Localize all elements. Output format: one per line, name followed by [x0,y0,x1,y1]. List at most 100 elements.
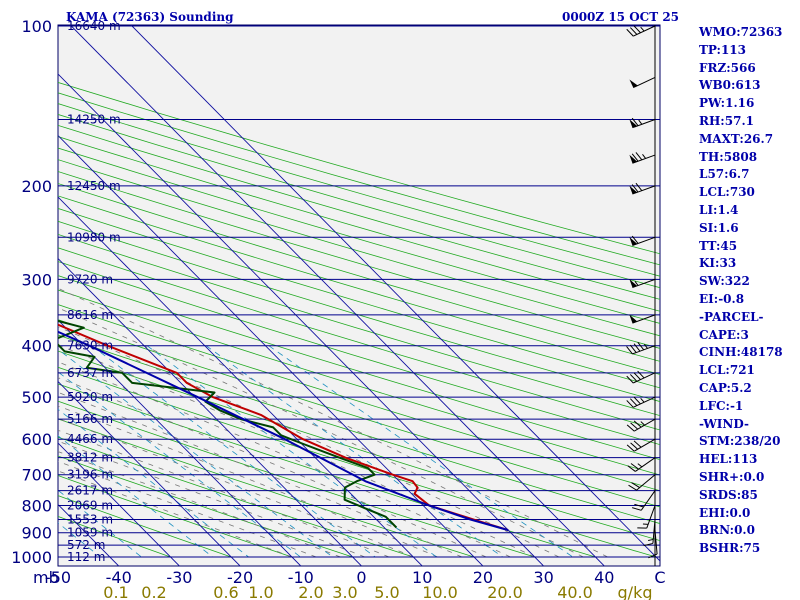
height-label: 6737 m [67,366,113,380]
isotherm [58,380,241,566]
pressure-unit-label: mb [33,568,59,587]
moist-adiabat [58,429,390,558]
height-label: 112 m [67,550,105,564]
mixing-ratio-label: 0.2 [141,583,166,600]
height-label: 3812 m [67,451,113,465]
height-label: 5166 m [67,412,113,426]
isotherm [58,442,180,566]
height-label: 8616 m [67,308,113,322]
wind-barb [648,530,658,559]
moist-adiabat [58,287,608,558]
index-brn: BRN:0.0 [699,523,755,538]
index-ki: KI:33 [699,256,737,271]
wind-barb [631,490,656,511]
isotherm [130,25,660,562]
isotherm [58,73,544,566]
index-wb0: WB0:613 [699,78,761,93]
wind-barb [626,396,656,408]
mixing-ratio-label: 1.0 [248,583,273,600]
index-hel: HEL:113 [699,452,758,467]
wind-barb [627,457,656,472]
wind-barb [629,314,656,324]
index-ehi: EHI:0.0 [699,505,751,520]
height-label: 1059 m [67,526,113,540]
pressure-tick-label: 200 [21,177,52,196]
indices-panel: WMO:72363 TP:113 FRZ:566 WB0:613 PW:1.16 RH:5… [699,24,783,558]
height-label: 10980 m [67,230,121,244]
wind-barb [626,25,656,37]
index-lfc: LFC:-1 [699,398,744,413]
isotherm [58,319,302,566]
wind-barb [637,505,656,529]
temperature-tick-label: -40 [106,568,132,587]
index-wmo: WMO:72363 [699,25,783,39]
plot-area [57,24,661,567]
index-tp: TP:113 [699,42,747,57]
temperature-tick-label: -30 [166,568,192,587]
height-label: 5920 m [67,390,113,404]
wind-barb [629,152,656,164]
mixing-ratio-label: 10.0 [422,583,458,600]
mixing-ratio-label: 0.1 [103,583,128,600]
chart-time: 0000Z 15 OCT 25 [562,10,679,24]
pressure-tick-label: 1000 [11,548,52,567]
temperature-tick-label: 30 [533,568,553,587]
pressure-tick-label: 800 [21,497,52,516]
index-srds: SRDS:85 [699,487,758,502]
index-pw: PW:1.16 [699,96,755,111]
wind-barb [629,182,656,195]
height-label: 572 m [67,538,105,552]
isotherm [70,25,605,566]
index-frz: FRZ:566 [699,60,756,75]
temperature-tick-label: 20 [473,568,493,587]
pressure-tick-label: 100 [21,17,52,36]
index-shr: SHR+:0.0 [699,469,765,484]
pressure-tick-label: 600 [21,430,52,449]
height-label: 9720 m [67,272,113,286]
index-maxt: MAXT:26.7 [699,131,774,146]
wind-barb [626,342,656,355]
index-si: SI:1.6 [699,220,739,235]
index-stm: STM:238/20 [699,434,781,449]
isotherm [58,257,362,566]
index-parcel-lcl: LCL:721 [699,363,755,378]
pressure-tick-label: 900 [21,524,52,543]
mixing-ratio-label: 3.0 [332,583,357,600]
height-label: 14250 m [67,113,121,127]
temperature-tick-label: 40 [594,568,614,587]
temperature-unit-label: C [654,568,665,587]
pressure-tick-label: 400 [21,337,52,356]
height-label: 16640 m [67,19,121,33]
mixing-ratio-unit-label: g/kg [618,583,653,600]
index-sw: SW:322 [699,274,750,289]
wind-barb [626,438,656,452]
index-cinh: CINH:48178 [699,345,783,360]
index-cape: CAPE:3 [699,327,749,342]
height-label: 7630 m [67,339,113,353]
moist-adiabat [58,440,365,558]
index-li: LI:1.4 [699,202,739,217]
wind-barb [629,77,656,89]
index-tt: TT:45 [699,238,738,253]
temperature-trace [58,323,509,532]
pressure-tick-label: 300 [21,270,52,289]
mixing-ratio-label: 0.6 [213,583,238,600]
wind-barb [628,474,656,491]
index-ei: EI:-0.8 [699,291,745,306]
index-l57: L57:6.7 [699,167,750,182]
height-label: 3196 m [67,468,113,482]
parcel-trace [58,330,509,532]
wind-barb [629,117,656,129]
temperature-tick-label: 0 [356,568,366,587]
temperature-tick-label: -10 [288,568,314,587]
index-lcl: LCL:730 [699,185,755,200]
temperature-tick-label: 10 [412,568,432,587]
mixing-ratio-label: 5.0 [374,583,399,600]
index-rh: RH:57.1 [699,113,754,128]
index-wind-header: -WIND- [699,416,749,431]
wind-barb [626,418,656,432]
index-th: TH:5808 [699,149,758,164]
index-parcel-header: -PARCEL- [699,309,764,324]
index-cap: CAP:5.2 [699,380,752,395]
